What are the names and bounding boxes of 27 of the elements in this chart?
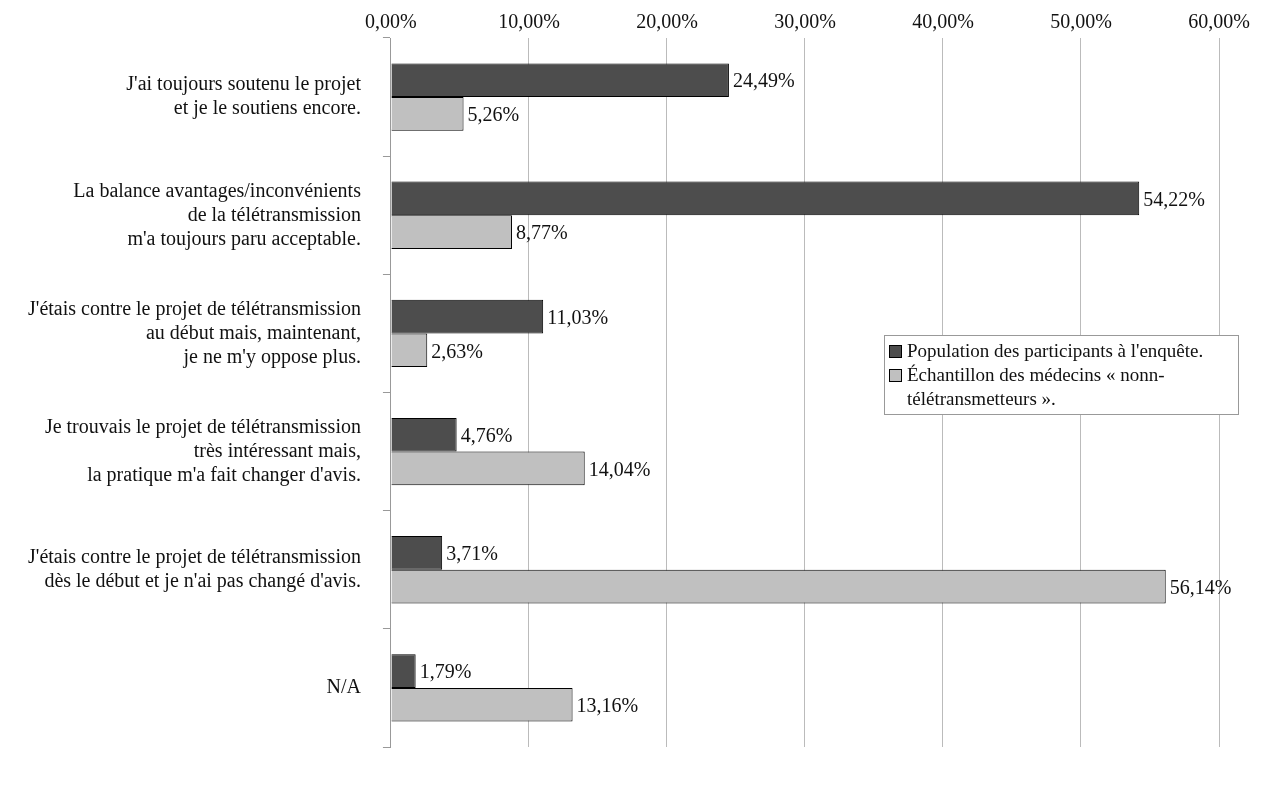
x-tick-label: 10,00% bbox=[498, 10, 560, 33]
data-label: 4,76% bbox=[460, 423, 513, 446]
y-tick-label: N/A bbox=[326, 675, 362, 698]
data-label: 13,16% bbox=[576, 694, 639, 717]
data-label: 2,63% bbox=[431, 339, 483, 362]
x-tick-label: 40,00% bbox=[912, 10, 974, 33]
data-label: 5,26% bbox=[467, 103, 520, 126]
data-label: 24,49% bbox=[732, 69, 795, 92]
data-label: 8,77% bbox=[515, 221, 568, 244]
data-label: 11,03% bbox=[547, 305, 609, 328]
data-label: 3,71% bbox=[446, 542, 498, 565]
data-label: 1,79% bbox=[419, 660, 472, 683]
data-label: 56,14% bbox=[1169, 575, 1232, 598]
y-tick-label: J'ai toujours soutenu le projet et je le soutiens encore. bbox=[126, 72, 362, 120]
x-tick-label: 30,00% bbox=[774, 10, 836, 33]
y-tick-label: J'étais contre le projet de télétransmission au début mais, maintenant, je ne m'y oppose plus. bbox=[28, 296, 361, 368]
data-label: 14,04% bbox=[588, 457, 651, 480]
y-tick-label: La balance avantages/inconvénients de la télétransmission m'a toujours paru acceptable. bbox=[73, 178, 362, 250]
x-tick-label: 0,00% bbox=[365, 10, 417, 33]
x-tick-label: 50,00% bbox=[1050, 10, 1112, 33]
legend-label: Échantillon des médecins « nonn-télétransmetteurs ». bbox=[907, 363, 1166, 411]
legend-label: Population des participants à l'enquête. bbox=[907, 339, 1204, 363]
y-tick-label: J'étais contre le projet de télétransmission dès le début et je n'ai pas changé d'avis. bbox=[28, 545, 361, 592]
data-label: 54,22% bbox=[1143, 187, 1205, 210]
y-tick-label: Je trouvais le projet de télétransmission très intéressant mais, la pratique m'a fait changer d'avis. bbox=[44, 414, 361, 486]
x-tick-label: 60,00% bbox=[1188, 10, 1250, 33]
x-tick-label: 20,00% bbox=[636, 10, 698, 33]
